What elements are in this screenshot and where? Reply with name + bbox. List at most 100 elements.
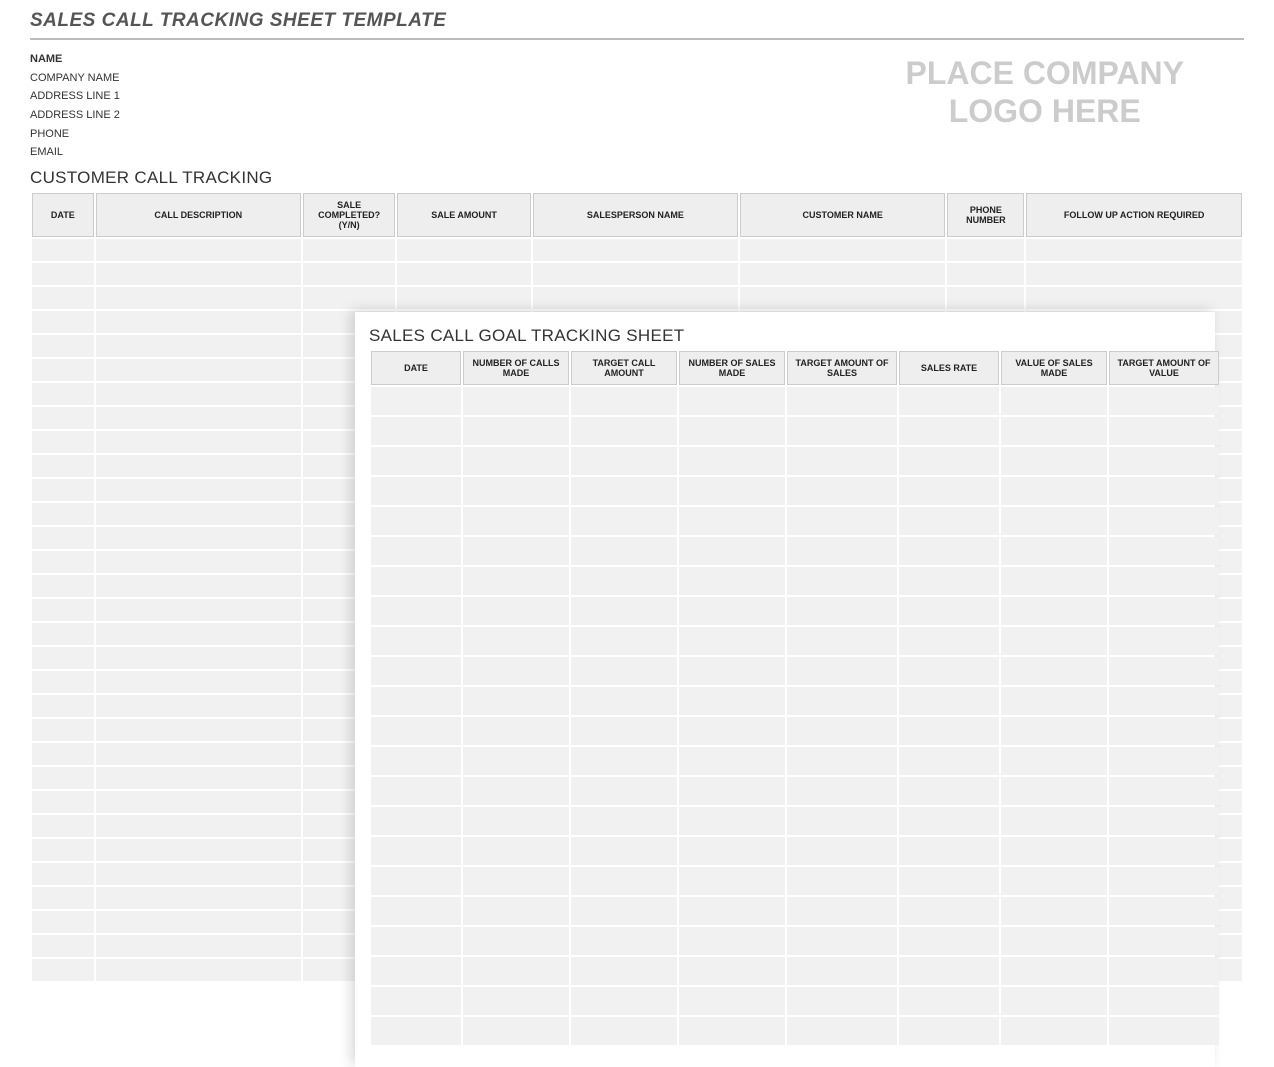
table-cell[interactable] — [787, 657, 897, 685]
table-cell[interactable] — [571, 807, 677, 835]
table-cell[interactable] — [533, 287, 738, 309]
table-cell[interactable] — [397, 239, 530, 261]
table-cell[interactable] — [571, 837, 677, 865]
table-cell[interactable] — [571, 507, 677, 535]
table-cell[interactable] — [1001, 747, 1107, 775]
table-cell[interactable] — [679, 837, 785, 865]
table-cell[interactable] — [96, 575, 301, 597]
table-cell[interactable] — [371, 537, 461, 565]
table-cell[interactable] — [463, 567, 569, 595]
table-cell[interactable] — [899, 987, 999, 1015]
table-cell[interactable] — [787, 747, 897, 775]
table-cell[interactable] — [1109, 387, 1219, 415]
table-cell[interactable] — [787, 507, 897, 535]
table-cell[interactable] — [679, 627, 785, 655]
table-cell[interactable] — [899, 627, 999, 655]
table-cell[interactable] — [32, 407, 94, 429]
table-cell[interactable] — [96, 839, 301, 861]
table-cell[interactable] — [96, 431, 301, 453]
table-cell[interactable] — [1109, 867, 1219, 895]
table-cell[interactable] — [96, 287, 301, 309]
table-cell[interactable] — [32, 551, 94, 573]
table-cell[interactable] — [463, 957, 569, 985]
table-cell[interactable] — [32, 791, 94, 813]
table-cell[interactable] — [96, 335, 301, 357]
table-cell[interactable] — [463, 477, 569, 505]
table-cell[interactable] — [1109, 477, 1219, 505]
table-cell[interactable] — [571, 1017, 677, 1045]
table-cell[interactable] — [1001, 687, 1107, 715]
table-cell[interactable] — [371, 477, 461, 505]
table-cell[interactable] — [463, 717, 569, 745]
table-cell[interactable] — [787, 447, 897, 475]
table-cell[interactable] — [1001, 717, 1107, 745]
table-cell[interactable] — [463, 387, 569, 415]
table-cell[interactable] — [899, 717, 999, 745]
table-cell[interactable] — [1026, 263, 1242, 285]
table-cell[interactable] — [32, 383, 94, 405]
table-cell[interactable] — [1026, 239, 1242, 261]
table-cell[interactable] — [96, 671, 301, 693]
table-cell[interactable] — [787, 987, 897, 1015]
table-cell[interactable] — [96, 743, 301, 765]
table-cell[interactable] — [1001, 987, 1107, 1015]
table-cell[interactable] — [463, 1017, 569, 1045]
table-cell[interactable] — [899, 897, 999, 925]
table-cell[interactable] — [463, 777, 569, 805]
table-cell[interactable] — [371, 717, 461, 745]
table-cell[interactable] — [371, 627, 461, 655]
table-cell[interactable] — [96, 599, 301, 621]
table-cell[interactable] — [1109, 747, 1219, 775]
table-cell[interactable] — [96, 407, 301, 429]
table-cell[interactable] — [1001, 627, 1107, 655]
table-cell[interactable] — [1001, 417, 1107, 445]
table-cell[interactable] — [96, 359, 301, 381]
table-cell[interactable] — [463, 417, 569, 445]
table-cell[interactable] — [96, 311, 301, 333]
table-cell[interactable] — [397, 287, 530, 309]
table-cell[interactable] — [96, 623, 301, 645]
table-cell[interactable] — [1001, 477, 1107, 505]
table-cell[interactable] — [899, 477, 999, 505]
table-cell[interactable] — [571, 777, 677, 805]
table-cell[interactable] — [32, 263, 94, 285]
table-cell[interactable] — [787, 387, 897, 415]
table-cell[interactable] — [32, 599, 94, 621]
table-cell[interactable] — [1001, 867, 1107, 895]
table-cell[interactable] — [1001, 837, 1107, 865]
table-cell[interactable] — [32, 887, 94, 909]
table-cell[interactable] — [303, 287, 395, 309]
table-cell[interactable] — [899, 837, 999, 865]
table-cell[interactable] — [371, 417, 461, 445]
table-cell[interactable] — [1026, 287, 1242, 309]
table-cell[interactable] — [32, 959, 94, 981]
table-cell[interactable] — [32, 743, 94, 765]
table-cell[interactable] — [679, 657, 785, 685]
table-cell[interactable] — [32, 623, 94, 645]
table-cell[interactable] — [1109, 987, 1219, 1015]
table-cell[interactable] — [947, 287, 1024, 309]
table-cell[interactable] — [787, 837, 897, 865]
table-cell[interactable] — [463, 687, 569, 715]
table-cell[interactable] — [32, 431, 94, 453]
table-cell[interactable] — [32, 647, 94, 669]
table-cell[interactable] — [96, 863, 301, 885]
table-cell[interactable] — [371, 387, 461, 415]
table-cell[interactable] — [679, 447, 785, 475]
table-cell[interactable] — [679, 387, 785, 415]
table-cell[interactable] — [463, 447, 569, 475]
table-cell[interactable] — [679, 897, 785, 925]
table-cell[interactable] — [787, 477, 897, 505]
table-cell[interactable] — [96, 695, 301, 717]
table-cell[interactable] — [899, 1017, 999, 1045]
table-cell[interactable] — [679, 747, 785, 775]
table-cell[interactable] — [1001, 657, 1107, 685]
table-cell[interactable] — [32, 527, 94, 549]
table-cell[interactable] — [899, 657, 999, 685]
table-cell[interactable] — [1001, 567, 1107, 595]
table-cell[interactable] — [571, 477, 677, 505]
table-cell[interactable] — [571, 627, 677, 655]
table-cell[interactable] — [899, 537, 999, 565]
table-cell[interactable] — [463, 897, 569, 925]
table-cell[interactable] — [1109, 507, 1219, 535]
